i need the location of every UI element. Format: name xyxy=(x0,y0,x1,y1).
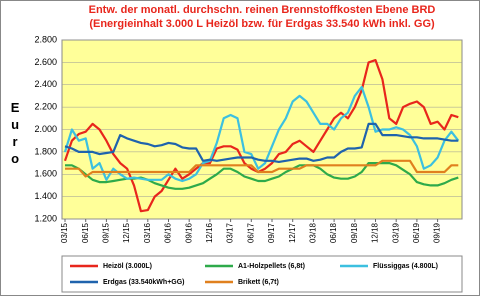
legend-label: Flüssiggas (4.800L) xyxy=(373,263,438,270)
x-tick-label: 12/18 xyxy=(371,222,380,243)
chart-subtitle: (Energieinhalt 3.000 L Heizöl bzw. für E… xyxy=(89,18,435,30)
x-tick-label: 06/18 xyxy=(329,222,338,243)
x-tick-label: 06/17 xyxy=(246,222,255,243)
x-tick-label: 03/17 xyxy=(226,222,235,243)
legend-label: A1-Holzpellets (6,8t) xyxy=(238,263,305,270)
series-line xyxy=(63,85,460,183)
y-tick-label: 2.600 xyxy=(34,57,57,67)
x-tick-label: 12/15 xyxy=(122,222,131,243)
x-tick-label: 03/19 xyxy=(391,222,400,243)
series-line xyxy=(65,159,459,178)
x-tick-label: 03/15 xyxy=(60,222,69,243)
x-tick-label: 09/16 xyxy=(184,222,193,243)
y-tick-label: 2.200 xyxy=(34,102,57,112)
legend-label: Erdgas (33.540kWh+GG) xyxy=(103,279,185,286)
x-tick-label: 12/17 xyxy=(288,222,297,243)
x-tick-label: 06/15 xyxy=(81,222,90,243)
series-line xyxy=(64,122,459,163)
y-tick-label: 2.000 xyxy=(34,124,57,134)
y-tick-label: 2.800 xyxy=(34,34,57,44)
x-tick-label: 09/19 xyxy=(433,222,442,243)
x-tick-label: 06/19 xyxy=(412,222,421,243)
y-tick-label: 1.600 xyxy=(34,169,57,179)
legend-label: Brikett (6,7t) xyxy=(238,279,279,286)
x-tick-label: 06/16 xyxy=(164,222,173,243)
x-tick-label: 03/16 xyxy=(143,222,152,243)
legend xyxy=(61,255,463,293)
y-tick-label: 1.200 xyxy=(34,213,57,223)
x-tick-label: 03/18 xyxy=(309,222,318,243)
y-axis-label: Euro xyxy=(8,100,23,168)
y-tick-label: 1.800 xyxy=(34,146,57,156)
x-tick-label: 09/18 xyxy=(350,222,359,243)
y-tick-label: 2.400 xyxy=(34,79,57,89)
x-tick-label: 09/15 xyxy=(102,222,111,243)
x-tick-label: 12/16 xyxy=(205,222,214,243)
y-tick-label: 1.400 xyxy=(34,191,57,201)
chart-title: Entw. der monatl. durchschn. reinen Bren… xyxy=(89,4,436,16)
x-tick-label: 09/17 xyxy=(267,222,276,243)
legend-label: Heizöl (3.000L) xyxy=(103,263,152,270)
